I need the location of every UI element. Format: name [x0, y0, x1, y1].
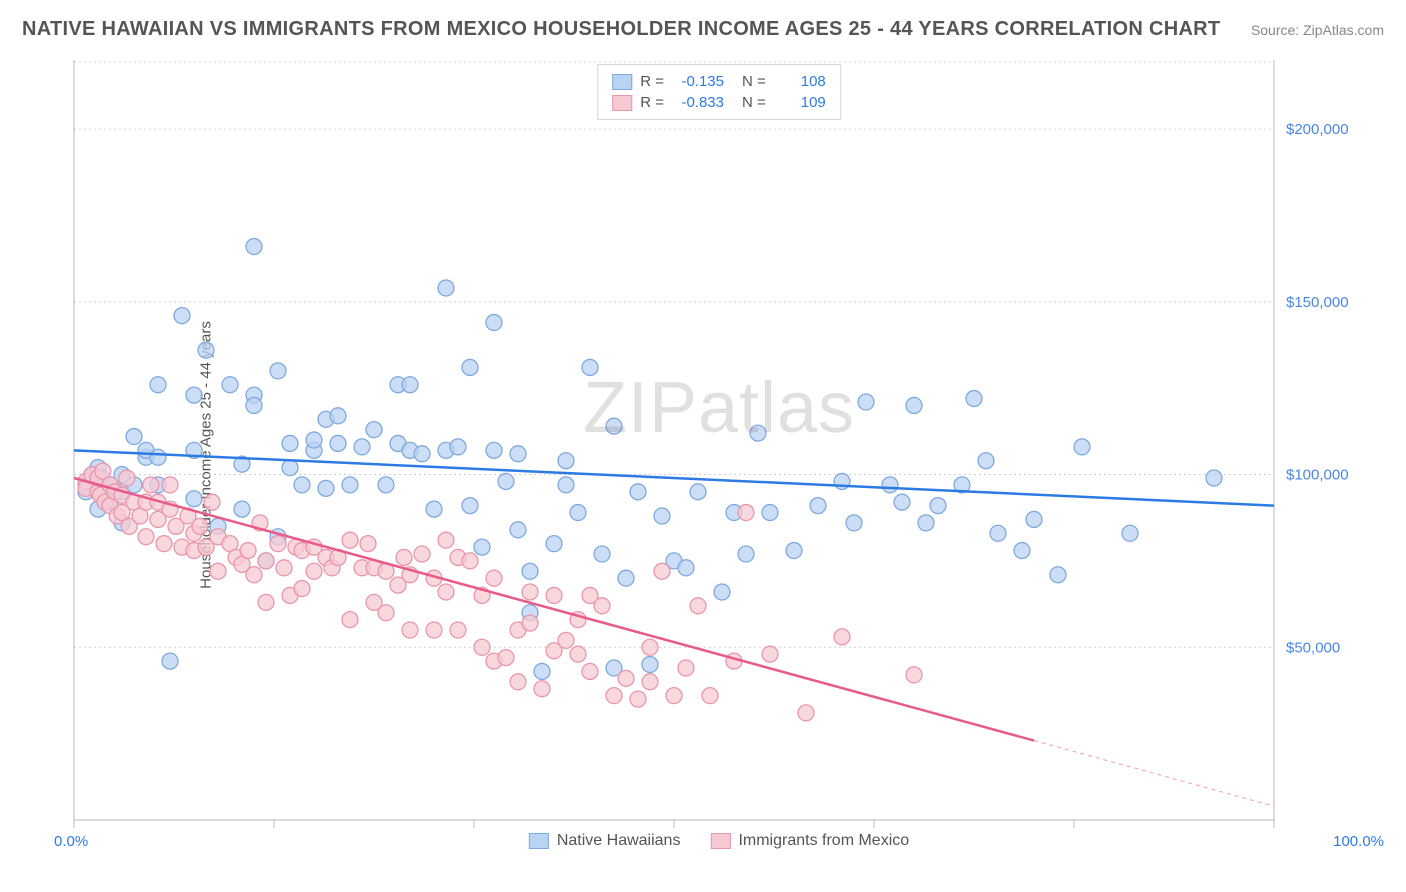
- x-axis-min-label: 0.0%: [54, 833, 88, 850]
- n-label: N =: [742, 73, 766, 90]
- r-label: R =: [640, 73, 664, 90]
- n-label: N =: [742, 94, 766, 111]
- n-value-1: 108: [774, 73, 826, 90]
- legend-item-1: Native Hawaiians: [529, 832, 681, 850]
- svg-text:$200,000: $200,000: [1286, 121, 1349, 138]
- r-value-1: -0.135: [672, 73, 724, 90]
- legend-label-2: Immigrants from Mexico: [738, 832, 909, 850]
- svg-text:$50,000: $50,000: [1286, 639, 1340, 656]
- stats-row-series-1: R = -0.135 N = 108: [612, 71, 826, 92]
- swatch-series-2: [612, 95, 632, 111]
- bottom-legend: Native Hawaiians Immigrants from Mexico: [529, 832, 909, 850]
- r-value-2: -0.833: [672, 94, 724, 111]
- swatch-series-1: [612, 74, 632, 90]
- stats-legend: R = -0.135 N = 108 R = -0.833 N = 109: [597, 64, 841, 120]
- n-value-2: 109: [774, 94, 826, 111]
- legend-swatch-2: [710, 833, 730, 849]
- svg-text:$150,000: $150,000: [1286, 294, 1349, 311]
- chart-area: Householder Income Ages 25 - 44 years $5…: [54, 60, 1384, 850]
- stats-row-series-2: R = -0.833 N = 109: [612, 92, 826, 113]
- r-label: R =: [640, 94, 664, 111]
- x-axis-max-label: 100.0%: [1333, 833, 1384, 850]
- chart-title: NATIVE HAWAIIAN VS IMMIGRANTS FROM MEXIC…: [22, 18, 1220, 41]
- scatter-chart: $50,000 $100,000 $150,000 $200,000: [54, 60, 1384, 850]
- source-label: Source: ZipAtlas.com: [1251, 22, 1384, 38]
- legend-label-1: Native Hawaiians: [557, 832, 681, 850]
- svg-text:$100,000: $100,000: [1286, 467, 1349, 484]
- legend-swatch-1: [529, 833, 549, 849]
- legend-item-2: Immigrants from Mexico: [710, 832, 909, 850]
